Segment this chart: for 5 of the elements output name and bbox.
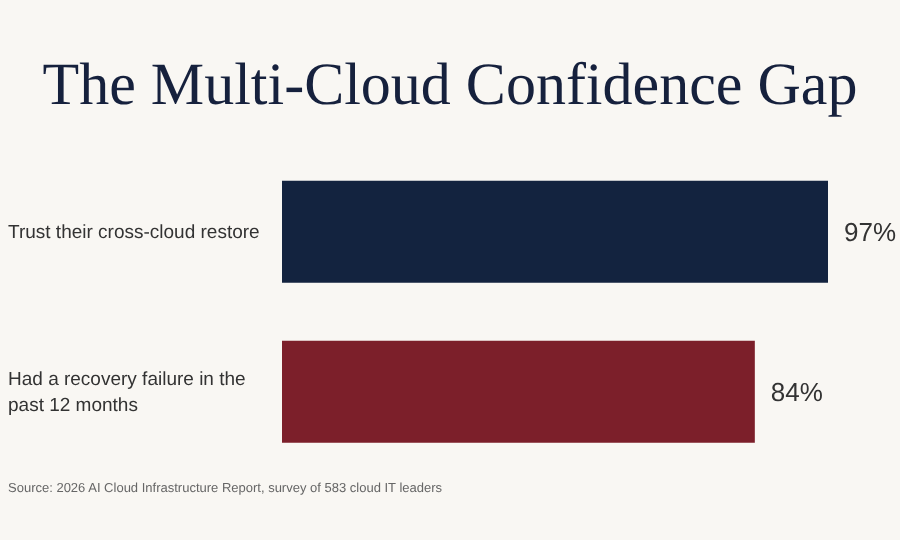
data-label: 84%: [770, 377, 824, 408]
y-tick-label: Trust their cross-cloud restore: [8, 221, 260, 244]
data-label: 97%: [844, 217, 897, 248]
chart-title: The Multi-Cloud Confidence Gap: [40, 50, 860, 122]
y-tick-label: Had a recovery failure in the past 12 months: [8, 368, 246, 417]
